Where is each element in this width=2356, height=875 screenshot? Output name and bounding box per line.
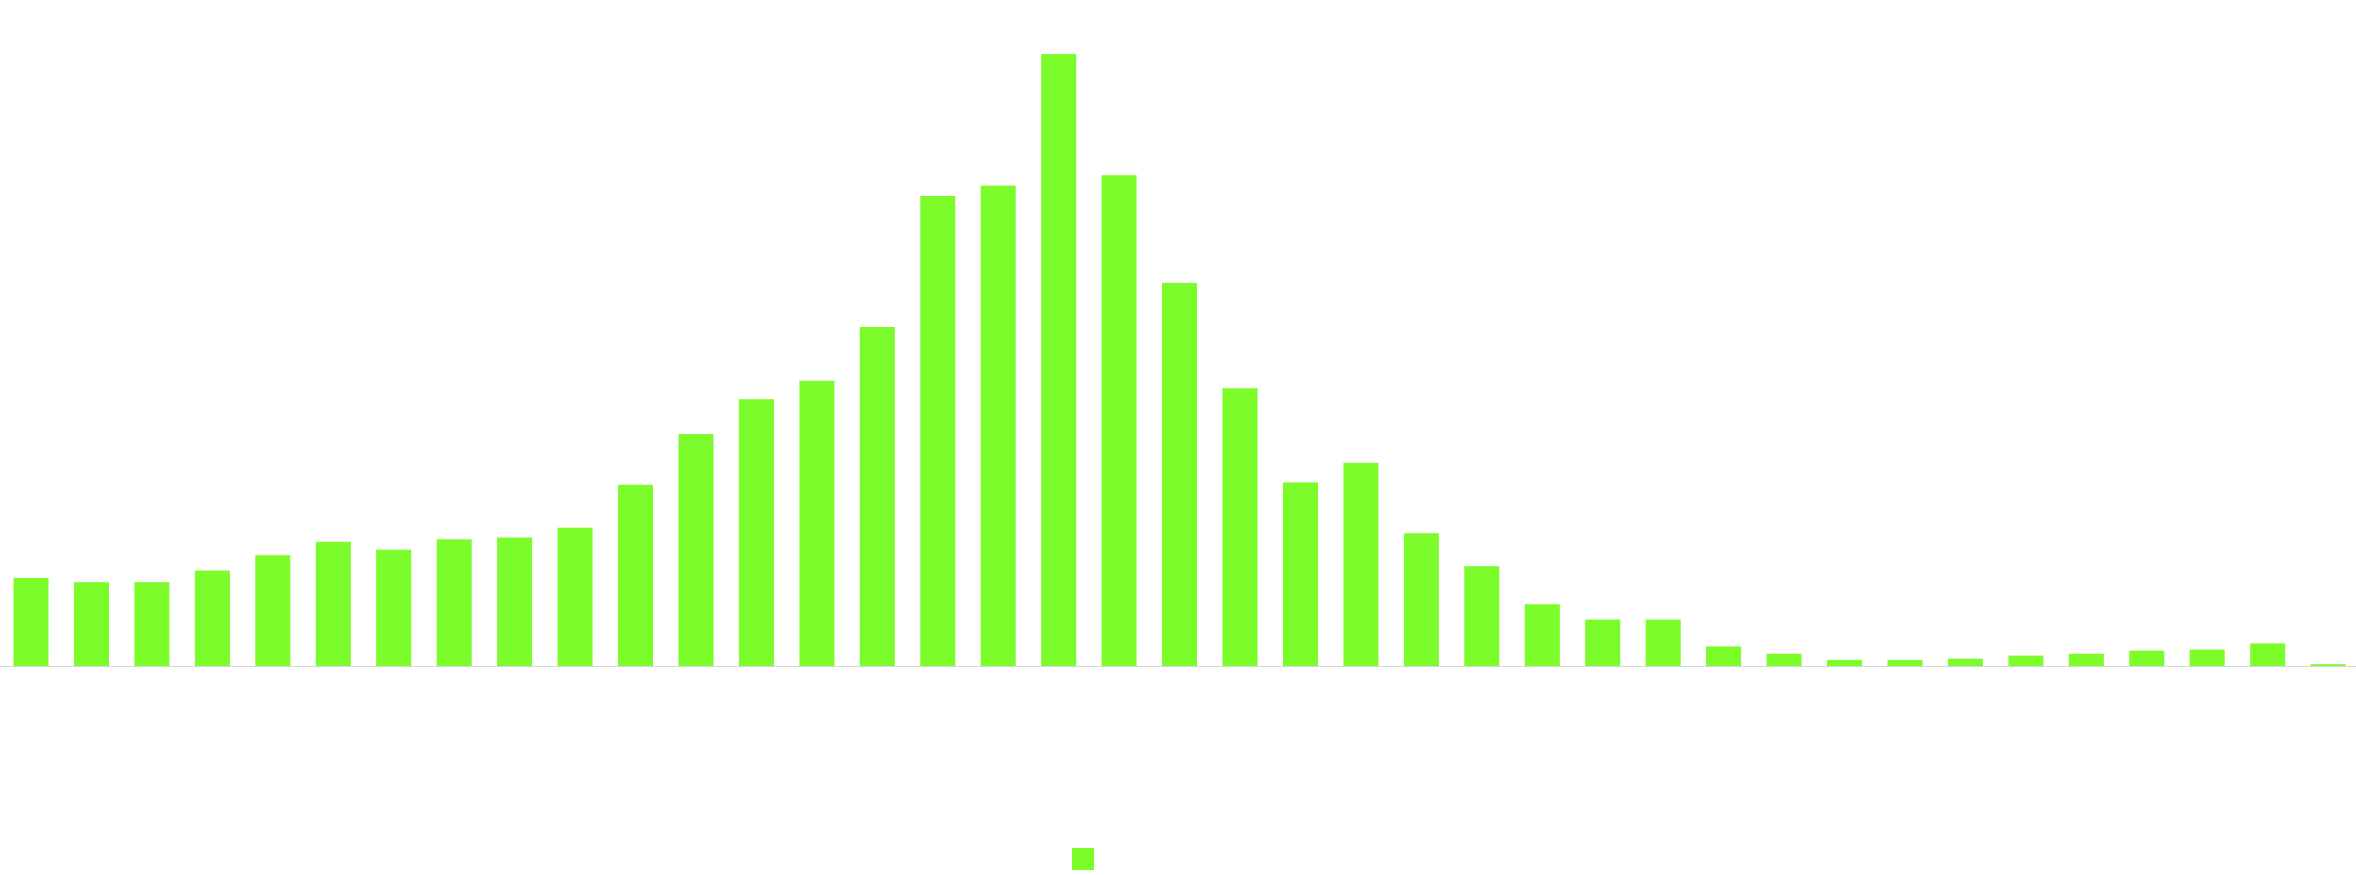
bar-3 (134, 582, 170, 666)
bar-19 (1101, 175, 1137, 666)
bar-15 (859, 327, 895, 666)
bar-13 (738, 399, 774, 666)
bar-38 (2250, 643, 2286, 666)
bar-34 (2008, 655, 2044, 666)
bar-21 (1222, 388, 1258, 666)
bar-18 (1041, 54, 1077, 666)
bar-5 (255, 555, 291, 666)
bar-31 (1827, 659, 1862, 666)
bar-6 (315, 541, 351, 666)
bar-14 (799, 380, 835, 666)
bar-35 (2068, 653, 2104, 666)
bar-9 (497, 537, 533, 666)
bar-33 (1947, 658, 1983, 666)
bar-20 (1162, 282, 1197, 666)
bar-4 (194, 570, 230, 666)
bar-26 (1524, 604, 1560, 666)
bar-1 (13, 577, 49, 666)
bar-23 (1343, 462, 1379, 666)
bar-28 (1645, 619, 1681, 666)
bar-12 (678, 434, 714, 666)
bar-36 (2129, 650, 2165, 666)
bar-17 (980, 185, 1016, 666)
legend-swatch (1072, 848, 1094, 870)
bar-39 (2310, 664, 2346, 666)
bar-27 (1585, 619, 1621, 666)
bars-layer (13, 54, 2346, 666)
bar-25 (1464, 566, 1500, 666)
bar-16 (920, 196, 956, 666)
bar-10 (557, 527, 593, 666)
bar-29 (1706, 646, 1742, 666)
bar-2 (74, 582, 109, 666)
bar-11 (618, 484, 653, 666)
bar-24 (1403, 533, 1439, 666)
bar-30 (1766, 653, 1802, 666)
bar-37 (2189, 649, 2225, 666)
bar-22 (1283, 482, 1318, 666)
bar-7 (376, 549, 412, 666)
bar-32 (1887, 659, 1923, 666)
bar-8 (436, 539, 472, 666)
legend (1072, 848, 1102, 870)
